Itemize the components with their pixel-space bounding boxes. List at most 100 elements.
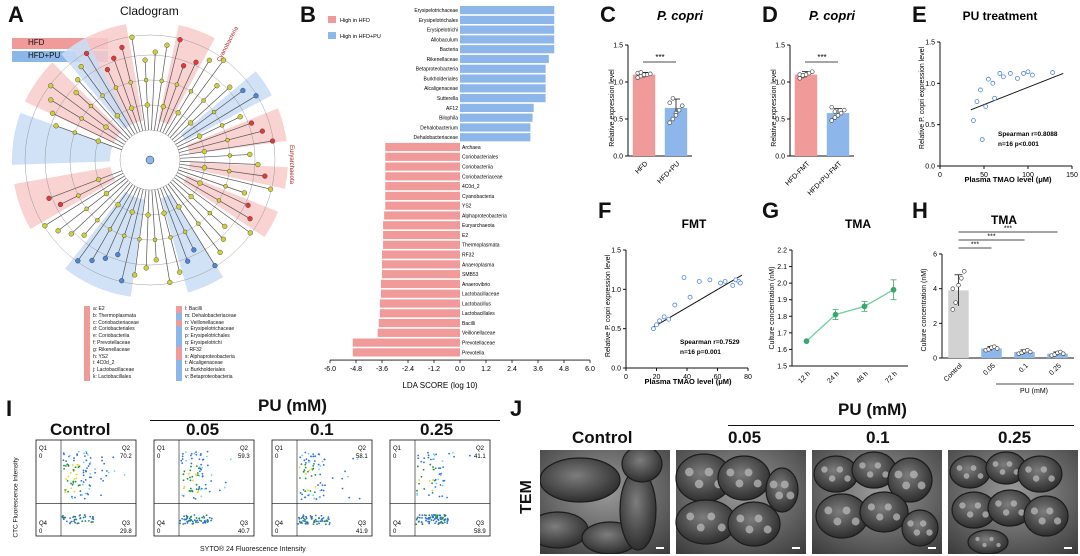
data-point	[673, 113, 679, 118]
x-tick-label: 48 h	[855, 370, 870, 385]
flow-dot	[185, 459, 188, 462]
lda-bar	[380, 279, 460, 289]
flow-dot	[83, 455, 86, 458]
flow-q3-value: 41.9	[356, 529, 368, 535]
tree-node-86	[137, 237, 142, 242]
flow-dot	[442, 516, 444, 519]
data-point	[950, 307, 955, 312]
tem-vacuole	[859, 462, 866, 469]
flow-dot	[190, 465, 192, 468]
tree-node-29	[160, 104, 166, 110]
data-point	[835, 113, 841, 118]
flow-dot	[443, 521, 446, 524]
flow-dot	[224, 481, 227, 484]
lda-bar	[383, 230, 460, 240]
tem-vacuole	[866, 471, 874, 478]
panel-d-ylabel: Relative expression level	[771, 69, 778, 147]
flow-dot	[435, 453, 438, 456]
panel-j-header-line	[728, 425, 1074, 426]
lda-bar	[460, 45, 555, 54]
flow-dot	[201, 475, 204, 477]
flow-dot	[200, 452, 202, 455]
flow-dot	[434, 514, 437, 516]
flow-dot	[416, 492, 419, 495]
flow-dot	[194, 498, 197, 500]
cladogram-legend: HFD HFD+PU	[12, 38, 108, 62]
tem-vacuole	[745, 525, 754, 534]
tree-branch-31	[179, 166, 271, 190]
key-left-item: i: 4C0d_2	[84, 360, 139, 368]
flow-dot	[195, 474, 198, 477]
tem-vacuole	[995, 500, 1002, 507]
tree-branch-26	[178, 130, 263, 153]
tree-node-6	[48, 83, 54, 89]
tree-node-40	[188, 120, 194, 126]
flow-dot	[299, 477, 301, 479]
scatter-point	[1050, 70, 1056, 75]
y-tick-label: 1.8	[777, 314, 787, 321]
flow-dot	[322, 494, 325, 497]
flow-dot	[420, 521, 423, 524]
flow-dot	[63, 464, 65, 467]
flow-dot	[439, 474, 442, 477]
panel-h-plot: 0 2 4 6 Control 0.05 0.1 0.25 *** *** ***	[933, 226, 1074, 383]
flow-dot	[192, 479, 194, 482]
flow-dot	[434, 517, 437, 520]
flow-frame	[389, 439, 491, 537]
flow-dot	[421, 514, 424, 517]
flow-dot	[197, 467, 200, 470]
flow-dot	[189, 487, 192, 490]
cladogram-key-right: l: Bacilli m: Dehalobacteriaceae n: Veillo…	[176, 306, 236, 381]
lda-label: Alcaligenaceae	[424, 86, 458, 92]
lda-bar	[385, 152, 460, 161]
tree-node-8	[73, 89, 79, 96]
key-left-item: e: Coriobacteriia	[84, 333, 139, 340]
tem-vacuole	[963, 473, 970, 479]
tree-branch-36	[172, 179, 226, 227]
tem-cell	[813, 455, 859, 493]
tem-vacuole	[1010, 500, 1018, 507]
tree-branch-3	[50, 85, 127, 143]
flow-dot	[81, 520, 84, 523]
tem-vacuole	[824, 506, 833, 515]
data-point	[667, 120, 672, 125]
flow-dot	[202, 522, 204, 524]
lda-label: Burkholderiales	[424, 76, 459, 82]
tree-node-5	[79, 116, 84, 121]
flow-dot	[182, 487, 185, 490]
panel-h-xlabel: PU (mM)	[1020, 388, 1048, 395]
flow-dot	[83, 497, 86, 500]
tree-node-14	[83, 50, 90, 57]
tree-ring-3	[44, 54, 256, 266]
lda-tick-label: -2.4	[402, 366, 414, 373]
tree-root-node	[145, 155, 155, 165]
lda-label: Lactobacillaceae	[462, 292, 499, 298]
flow-dot	[313, 497, 316, 500]
tree-node-87	[119, 278, 125, 284]
y-tick-label: 1.6	[777, 347, 787, 354]
flow-dot	[82, 474, 85, 477]
flow-dot	[192, 522, 195, 525]
tree-node-37	[214, 83, 220, 89]
panel-h-ylabel: Culture concentration (nM)	[921, 269, 928, 352]
flow-dot	[428, 517, 431, 520]
tem-cell	[717, 455, 771, 501]
flow-dot	[312, 464, 315, 467]
sig-stars: ***	[655, 53, 664, 62]
tree-node-16	[113, 85, 119, 90]
lda-label: Prevotella	[462, 350, 484, 356]
flow-dot	[422, 461, 425, 464]
tem-vacuole	[736, 514, 745, 523]
flow-dot	[356, 458, 359, 461]
key-left-item: b: Thermoplasmata	[84, 312, 139, 320]
lda-tick-label: -1.2	[428, 366, 440, 373]
flow-dot	[189, 454, 192, 457]
panel-g-title: TMA	[845, 217, 871, 231]
tree-node-85	[132, 272, 138, 278]
scatter-point	[1030, 72, 1035, 78]
lda-label: Prevotellaceae	[462, 341, 495, 347]
tem-vacuole	[867, 503, 875, 511]
flow-dot	[181, 462, 184, 465]
data-point	[800, 73, 806, 78]
tem-vacuole	[970, 465, 977, 471]
